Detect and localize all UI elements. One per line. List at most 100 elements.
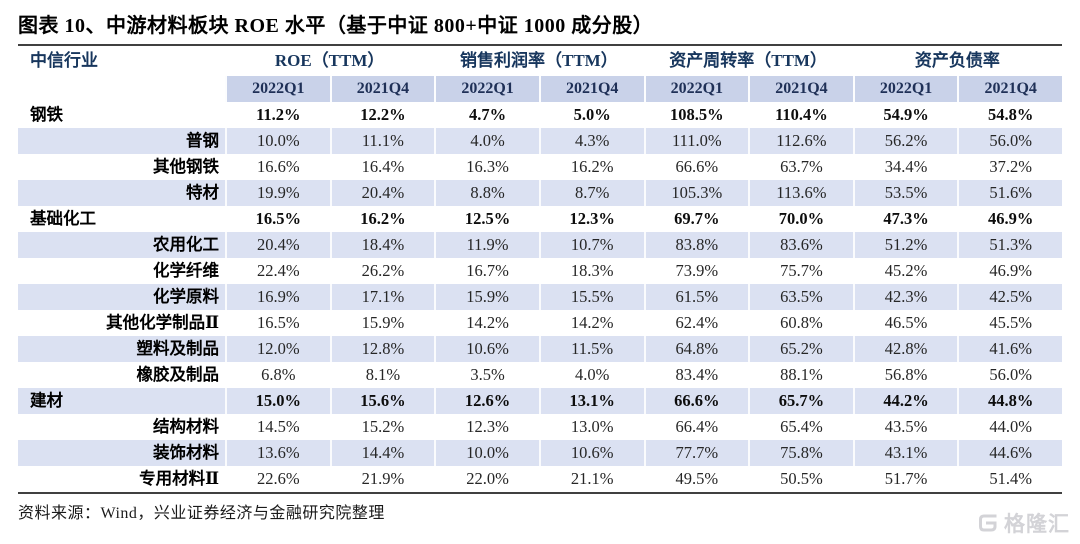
value-cell: 14.2% [538, 310, 644, 336]
value-cell: 19.9% [225, 180, 330, 206]
value-cell: 43.5% [852, 414, 958, 440]
value-cell: 65.4% [748, 414, 853, 440]
value-cell: 83.8% [643, 232, 749, 258]
value-cell: 63.7% [748, 154, 853, 180]
quarter-header: 2022Q1 [852, 76, 958, 102]
value-cell: 15.5% [538, 284, 644, 310]
value-cell: 42.8% [852, 336, 958, 362]
table-row: 其他化学制品Ⅱ 16.5% 15.9% 14.2% 14.2% 62.4% 60.8% 46.… [18, 310, 1062, 336]
value-cell: 66.6% [643, 388, 749, 414]
value-cell: 22.4% [225, 258, 330, 284]
value-cell: 46.9% [957, 258, 1062, 284]
value-cell: 15.6% [329, 388, 435, 414]
value-cell: 13.1% [538, 388, 644, 414]
value-cell: 20.4% [329, 180, 435, 206]
value-cell: 62.4% [643, 310, 749, 336]
value-cell: 11.1% [329, 128, 435, 154]
value-cell: 111.0% [643, 128, 749, 154]
value-cell: 46.9% [957, 206, 1062, 232]
value-cell: 6.8% [225, 362, 330, 388]
value-cell: 61.5% [643, 284, 749, 310]
value-cell: 49.5% [643, 466, 749, 492]
value-cell: 14.2% [434, 310, 539, 336]
value-cell: 51.2% [852, 232, 958, 258]
value-cell: 16.9% [225, 284, 330, 310]
value-cell: 65.7% [748, 388, 853, 414]
value-cell: 108.5% [643, 102, 749, 128]
row-label: 化学纤维 [153, 261, 219, 280]
value-cell: 45.2% [852, 258, 958, 284]
table-row: 塑料及制品 12.0% 12.8% 10.6% 11.5% 64.8% 65.2% 42.8%… [18, 336, 1062, 362]
quarter-header: 2022Q1 [434, 76, 539, 102]
value-cell: 63.5% [748, 284, 853, 310]
value-cell: 110.4% [748, 102, 853, 128]
value-cell: 75.8% [748, 440, 853, 466]
table-row: 农用化工 20.4% 18.4% 11.9% 10.7% 83.8% 83.6% 51.2% 5… [18, 232, 1062, 258]
value-cell: 12.5% [434, 206, 539, 232]
value-cell: 12.8% [329, 336, 435, 362]
value-cell: 12.2% [329, 102, 435, 128]
gelonghui-logo-icon [979, 514, 997, 532]
value-cell: 37.2% [957, 154, 1062, 180]
value-cell: 66.4% [643, 414, 749, 440]
roe-table: 中信行业 ROE（TTM） 销售利润率（TTM） 资产周转率（TTM） 资产负债… [18, 44, 1062, 494]
value-cell: 21.9% [329, 466, 435, 492]
value-cell: 64.8% [643, 336, 749, 362]
value-cell: 41.6% [957, 336, 1062, 362]
table-group-header-row: 中信行业 ROE（TTM） 销售利润率（TTM） 资产周转率（TTM） 资产负债… [18, 46, 1062, 76]
value-cell: 44.6% [957, 440, 1062, 466]
table-quarter-header-row: 2022Q1 2021Q4 2022Q1 2021Q4 2022Q1 2021Q… [18, 76, 1062, 102]
value-cell: 17.1% [329, 284, 435, 310]
value-cell: 11.9% [434, 232, 539, 258]
value-cell: 53.5% [852, 180, 958, 206]
value-cell: 15.0% [225, 388, 330, 414]
value-cell: 10.0% [434, 440, 539, 466]
table-row: 其他钢铁 16.6% 16.4% 16.3% 16.2% 66.6% 63.7% 34.4% 3… [18, 154, 1062, 180]
row-label: 基础化工 [30, 209, 96, 228]
row-label: 建材 [30, 391, 63, 410]
quarter-header: 2022Q1 [643, 76, 749, 102]
watermark: 格隆汇 [976, 508, 1070, 538]
quarter-header: 2021Q4 [957, 76, 1062, 102]
value-cell: 15.9% [329, 310, 435, 336]
table-row: 装饰材料 13.6% 14.4% 10.0% 10.6% 77.7% 75.8% 43.1% 4… [18, 440, 1062, 466]
row-label: 特材 [186, 183, 219, 202]
value-cell: 8.7% [538, 180, 644, 206]
value-cell: 88.1% [748, 362, 853, 388]
group-header-margin: 销售利润率（TTM） [460, 51, 618, 70]
value-cell: 51.7% [852, 466, 958, 492]
quarter-header: 2022Q1 [225, 76, 330, 102]
row-label: 结构材料 [153, 417, 219, 436]
value-cell: 4.0% [538, 362, 644, 388]
value-cell: 4.0% [434, 128, 539, 154]
group-header-leverage: 资产负债率 [914, 51, 1000, 70]
table-row: 基础化工 16.5% 16.2% 12.5% 12.3% 69.7% 70.0% 47.3% 4… [18, 206, 1062, 232]
value-cell: 42.3% [852, 284, 958, 310]
value-cell: 16.5% [225, 310, 330, 336]
value-cell: 11.5% [538, 336, 644, 362]
value-cell: 43.1% [852, 440, 958, 466]
source-note: 资料来源：Wind，兴业证券经济与金融研究院整理 [18, 505, 385, 522]
table-row: 普钢 10.0% 11.1% 4.0% 4.3% 111.0% 112.6% 56.2% 56.… [18, 128, 1062, 154]
table-row: 专用材料Ⅱ 22.6% 21.9% 22.0% 21.1% 49.5% 50.5% 51.7%… [18, 466, 1062, 492]
table-row: 建材 15.0% 15.6% 12.6% 13.1% 66.6% 65.7% 44.2% 44.… [18, 388, 1062, 414]
value-cell: 4.7% [434, 102, 539, 128]
value-cell: 22.6% [225, 466, 330, 492]
value-cell: 73.9% [643, 258, 749, 284]
value-cell: 56.0% [957, 362, 1062, 388]
value-cell: 26.2% [329, 258, 435, 284]
quarter-header-spacer [18, 76, 225, 102]
value-cell: 44.8% [957, 388, 1062, 414]
table-row: 钢铁 11.2% 12.2% 4.7% 5.0% 108.5% 110.4% 54.9% 54.… [18, 102, 1062, 128]
value-cell: 83.6% [748, 232, 853, 258]
value-cell: 51.6% [957, 180, 1062, 206]
value-cell: 12.0% [225, 336, 330, 362]
value-cell: 20.4% [225, 232, 330, 258]
row-label: 装饰材料 [153, 443, 219, 462]
value-cell: 45.5% [957, 310, 1062, 336]
value-cell: 8.8% [434, 180, 539, 206]
quarter-header: 2021Q4 [748, 76, 853, 102]
value-cell: 16.4% [329, 154, 435, 180]
table-body: 钢铁 11.2% 12.2% 4.7% 5.0% 108.5% 110.4% 54.9% 54.… [18, 102, 1062, 492]
